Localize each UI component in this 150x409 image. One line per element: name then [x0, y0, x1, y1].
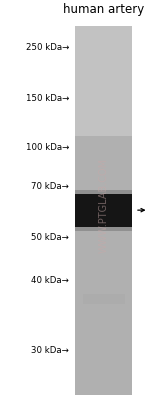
Bar [82, 294, 124, 305]
Text: WWW.PTGLAB.COM: WWW.PTGLAB.COM [99, 157, 108, 252]
Bar [75, 194, 132, 227]
Text: 150 kDa→: 150 kDa→ [26, 94, 69, 103]
Text: human artery: human artery [63, 3, 144, 16]
Text: 40 kDa→: 40 kDa→ [31, 276, 69, 285]
Bar [75, 27, 132, 395]
Bar [75, 27, 132, 137]
Text: 70 kDa→: 70 kDa→ [31, 182, 69, 191]
Text: 30 kDa→: 30 kDa→ [31, 345, 69, 354]
Text: 50 kDa→: 50 kDa→ [31, 233, 69, 242]
Text: 100 kDa→: 100 kDa→ [26, 143, 69, 152]
Text: 250 kDa→: 250 kDa→ [26, 43, 69, 52]
Bar [75, 190, 132, 231]
